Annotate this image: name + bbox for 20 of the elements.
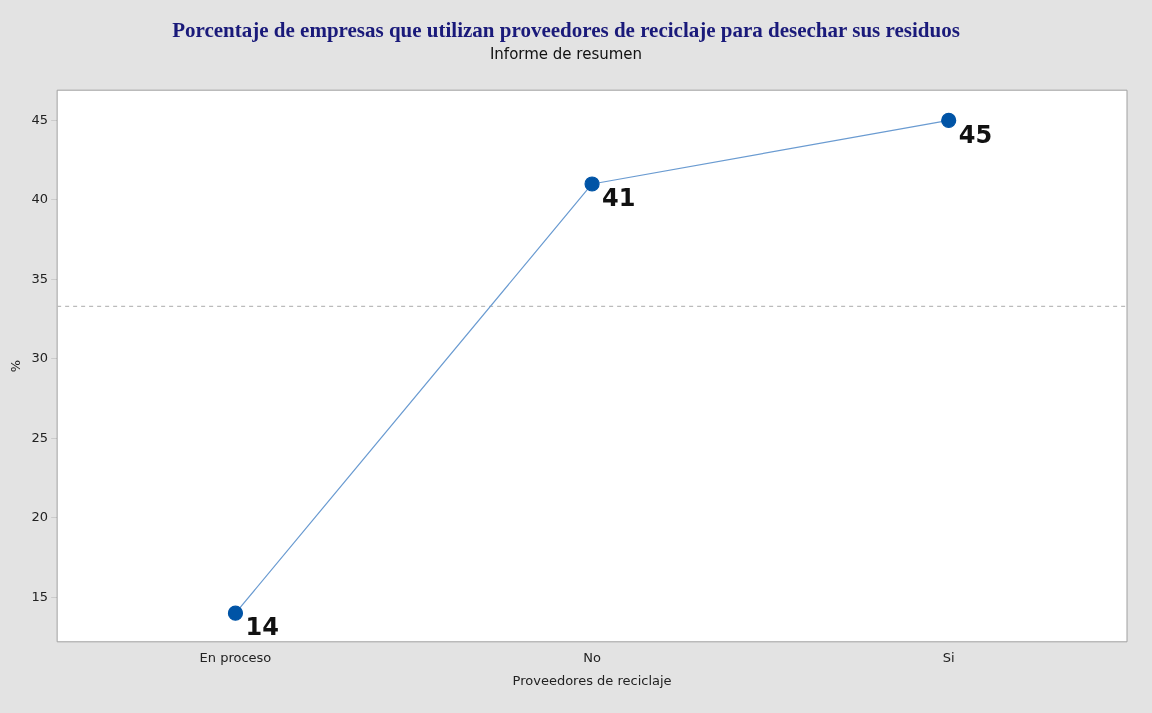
point [584,176,600,192]
chart-subtitle: Informe de resumen [489,45,643,64]
y-tick-label: 25 [31,429,49,445]
y-tick-label: 35 [31,270,49,286]
x-tick-label: En proceso [199,649,272,665]
data-label: 14 [245,613,279,642]
y-axis-title: % [8,359,24,373]
x-tick-label: No [583,649,601,665]
x-tick-label: Si [942,649,955,665]
point [227,605,244,621]
point [941,112,957,128]
x-axis-title: Proveedores de reciclaje [512,672,672,688]
y-tick-label: 40 [31,191,49,207]
data-label: 41 [602,184,636,213]
y-tick-label: 15 [31,588,49,604]
data-label: 45 [958,120,993,149]
y-tick-label: 20 [31,509,49,525]
y-tick-label: 45 [31,111,49,127]
chart-title: Porcentaje de empresas que utilizan proveedores de reciclaje para desechar sus residuos [172,18,960,43]
y-tick-label: 30 [31,350,49,366]
